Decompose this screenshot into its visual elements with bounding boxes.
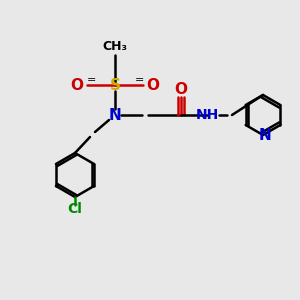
Text: N: N <box>259 128 272 142</box>
Text: S: S <box>110 77 121 92</box>
Text: =: = <box>134 75 144 85</box>
Text: N: N <box>109 107 122 122</box>
Text: O: O <box>146 77 160 92</box>
Text: =: = <box>86 75 96 85</box>
Text: Cl: Cl <box>68 202 82 216</box>
Text: CH₃: CH₃ <box>103 40 128 53</box>
Text: NH: NH <box>195 108 219 122</box>
Text: O: O <box>70 77 83 92</box>
Text: O: O <box>175 82 188 97</box>
